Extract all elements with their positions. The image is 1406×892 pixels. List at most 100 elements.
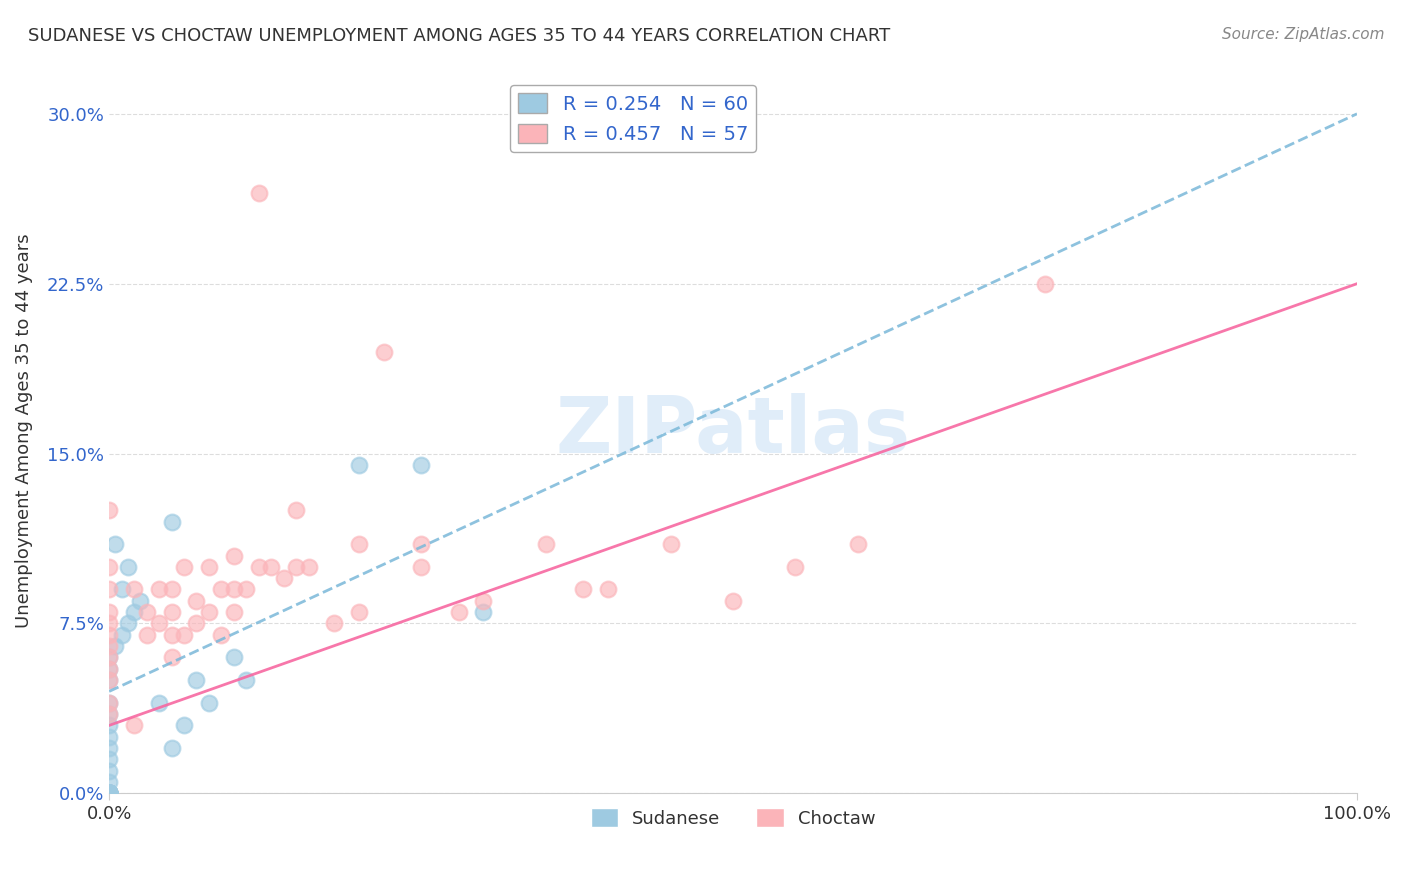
Point: [98, 786, 121, 800]
Point: [98, 616, 121, 631]
Point: [409, 537, 432, 551]
Point: [209, 582, 232, 597]
Point: [285, 503, 308, 517]
Point: [160, 605, 183, 619]
Point: [173, 559, 195, 574]
Point: [160, 582, 183, 597]
Point: [98, 786, 121, 800]
Point: [347, 537, 370, 551]
Point: [98, 786, 121, 800]
Point: [472, 605, 495, 619]
Point: [247, 559, 270, 574]
Point: [98, 786, 121, 800]
Point: [98, 718, 121, 732]
Point: [98, 786, 121, 800]
Point: [98, 786, 121, 800]
Point: [447, 605, 470, 619]
Point: [122, 582, 145, 597]
Point: [98, 786, 121, 800]
Point: [222, 549, 245, 563]
Point: [598, 582, 620, 597]
Point: [260, 559, 283, 574]
Point: [148, 696, 170, 710]
Point: [98, 628, 121, 642]
Point: [322, 616, 344, 631]
Point: [98, 786, 121, 800]
Point: [373, 344, 395, 359]
Point: [98, 673, 121, 687]
Point: [209, 628, 232, 642]
Point: [247, 186, 270, 200]
Point: [98, 786, 121, 800]
Point: [160, 741, 183, 756]
Point: [347, 458, 370, 472]
Point: [347, 605, 370, 619]
Point: [98, 639, 121, 653]
Point: [98, 786, 121, 800]
Point: [98, 775, 121, 789]
Point: [98, 752, 121, 766]
Text: Source: ZipAtlas.com: Source: ZipAtlas.com: [1222, 27, 1385, 42]
Point: [98, 662, 121, 676]
Point: [235, 673, 257, 687]
Point: [273, 571, 295, 585]
Point: [160, 628, 183, 642]
Point: [186, 673, 208, 687]
Point: [222, 582, 245, 597]
Point: [98, 786, 121, 800]
Point: [98, 786, 121, 800]
Point: [409, 458, 432, 472]
Point: [98, 786, 121, 800]
Point: [110, 582, 132, 597]
Point: [98, 786, 121, 800]
Point: [135, 628, 157, 642]
Point: [186, 616, 208, 631]
Legend: Sudanese, Choctaw: Sudanese, Choctaw: [583, 801, 883, 835]
Point: [173, 718, 195, 732]
Point: [98, 741, 121, 756]
Point: [659, 537, 682, 551]
Point: [98, 786, 121, 800]
Point: [98, 786, 121, 800]
Point: [235, 582, 257, 597]
Point: [98, 786, 121, 800]
Point: [222, 605, 245, 619]
Point: [98, 786, 121, 800]
Point: [117, 616, 139, 631]
Point: [98, 605, 121, 619]
Point: [785, 559, 807, 574]
Point: [122, 718, 145, 732]
Point: [98, 786, 121, 800]
Point: [98, 696, 121, 710]
Point: [98, 707, 121, 722]
Point: [846, 537, 869, 551]
Point: [98, 650, 121, 665]
Point: [98, 786, 121, 800]
Point: [572, 582, 595, 597]
Point: [98, 786, 121, 800]
Point: [98, 786, 121, 800]
Point: [98, 786, 121, 800]
Y-axis label: Unemployment Among Ages 35 to 44 years: Unemployment Among Ages 35 to 44 years: [15, 234, 32, 628]
Point: [98, 503, 121, 517]
Point: [122, 605, 145, 619]
Point: [222, 650, 245, 665]
Point: [285, 559, 308, 574]
Point: [98, 662, 121, 676]
Point: [98, 582, 121, 597]
Point: [117, 559, 139, 574]
Point: [148, 616, 170, 631]
Point: [534, 537, 557, 551]
Point: [129, 594, 152, 608]
Point: [98, 673, 121, 687]
Point: [98, 786, 121, 800]
Point: [186, 594, 208, 608]
Point: [98, 730, 121, 744]
Point: [98, 786, 121, 800]
Point: [104, 537, 127, 551]
Point: [198, 605, 221, 619]
Point: [104, 639, 127, 653]
Point: [409, 559, 432, 574]
Point: [98, 786, 121, 800]
Point: [160, 650, 183, 665]
